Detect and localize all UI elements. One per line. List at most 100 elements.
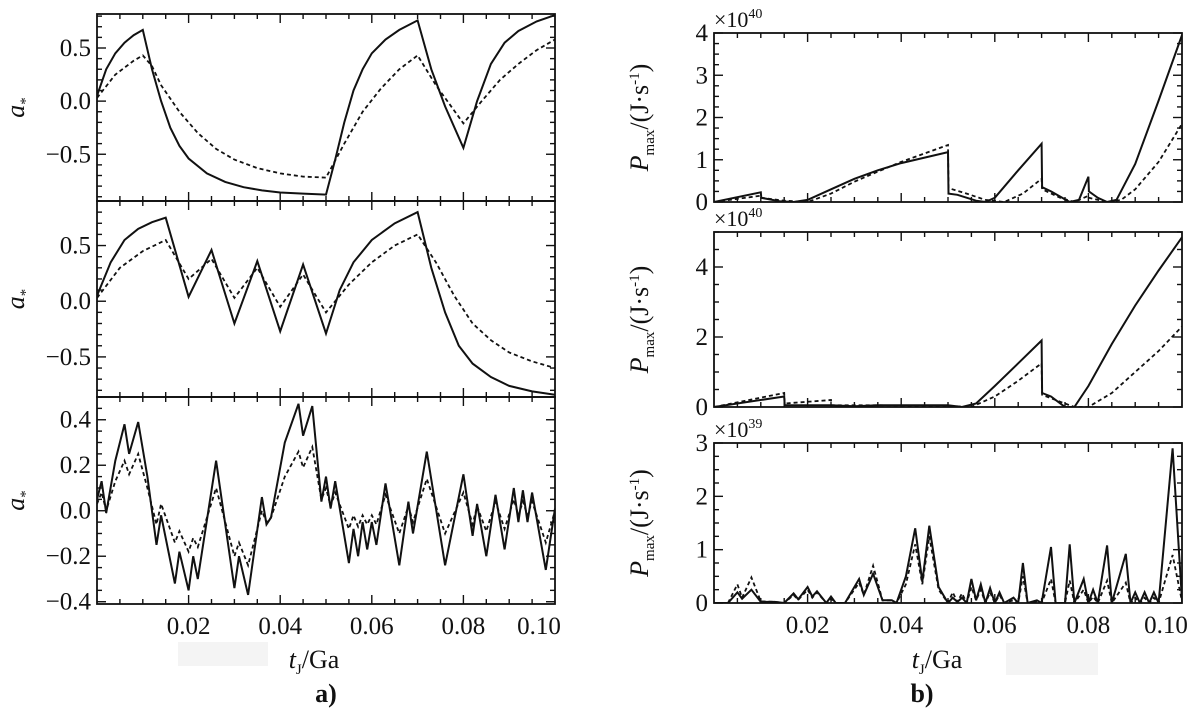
y-axis-multiplier: ×1040 xyxy=(714,206,762,231)
y-tick-label: −0.5 xyxy=(46,344,91,371)
y-axis-label: Pmax/(J·s-1) xyxy=(625,469,658,578)
y-axis-label-main: P xyxy=(625,561,654,578)
redaction-box-right xyxy=(1006,643,1098,675)
series-line-dashed xyxy=(714,536,1182,603)
panel-label-a: a) xyxy=(315,679,337,708)
panel-a3: 0.4 0.2 0.0 −0.2 −0.4 0.02 0.04 0.06 0.08 0.10 a* xyxy=(1,396,561,640)
y-axis-label-sub: * xyxy=(18,97,34,105)
panels: 0.50.0−0.5a*0.50.0−0.5a*0.40.20.0−0.2−0.… xyxy=(1,7,1188,640)
y-axis-label: Pmax/(J·s-1) xyxy=(625,266,658,375)
y-axis-label-sub: max xyxy=(642,129,658,155)
panel-b3: 3 2 1 0 0.02 0.04 0.06 0.08 0.10 Pmax/(J·s-1) ×103… xyxy=(625,417,1188,639)
y-axis-label-end: ) xyxy=(625,64,654,73)
x-tick-label: 0.10 xyxy=(1144,612,1188,639)
series-line-solid xyxy=(97,14,555,196)
y-tick-label: 2 xyxy=(696,324,709,351)
axes-frame xyxy=(96,13,556,202)
multiplier-exponent: 39 xyxy=(748,417,762,432)
series-line-solid xyxy=(714,236,1182,407)
xlabel-right: tJ/Ga xyxy=(912,645,963,678)
x-tick-label: 0.02 xyxy=(786,612,830,639)
xlabel-main: t xyxy=(289,645,297,674)
y-tick-label: 2 xyxy=(696,105,709,132)
y-axis-multiplier: ×1039 xyxy=(714,417,762,442)
series-line-solid xyxy=(97,403,555,596)
axes-frame xyxy=(713,231,1183,408)
xlabel-sub: J xyxy=(296,662,302,678)
series-line-dashed xyxy=(714,325,1182,407)
y-axis-label-sup: -1 xyxy=(627,478,643,491)
axes-frame xyxy=(713,442,1183,604)
series-line-dashed xyxy=(97,443,555,569)
y-tick-label: 0 xyxy=(696,590,709,617)
y-axis-label-rest: /(J·s xyxy=(625,85,654,130)
y-axis-label-sup: -1 xyxy=(627,274,643,287)
x-tick-label: 0.06 xyxy=(973,612,1017,639)
y-tick-label: 0.4 xyxy=(60,407,92,434)
multiplier-exponent: 40 xyxy=(748,7,762,22)
y-axis-label: Pmax/(J·s-1) xyxy=(625,64,658,173)
y-tick-label: 0 xyxy=(696,189,709,216)
y-tick-label: 4 xyxy=(696,20,709,47)
xlabel-left: tJ/Ga xyxy=(289,645,340,678)
y-tick-label: 1 xyxy=(696,147,709,174)
y-tick-label: 0.0 xyxy=(60,288,91,315)
multiplier-exponent: 40 xyxy=(748,206,762,221)
y-axis-label: a* xyxy=(1,289,34,310)
y-tick-label: 0.2 xyxy=(60,452,91,479)
y-tick-label: 0 xyxy=(696,394,709,421)
series-line-solid xyxy=(714,448,1182,603)
y-axis-label-sub: * xyxy=(18,490,34,498)
x-tick-label: 0.02 xyxy=(167,613,211,640)
series-line-dashed xyxy=(97,38,555,179)
y-axis-label-end: ) xyxy=(625,266,654,275)
multiplier-base: ×10 xyxy=(714,206,748,231)
axes-frame xyxy=(96,396,556,605)
panel-a1: 0.5 0.0 −0.5 a* xyxy=(1,13,556,202)
panel-b2: 4 2 0 Pmax/(J·s-1) ×1040 xyxy=(625,206,1183,421)
x-tick-label: 0.08 xyxy=(1067,612,1111,639)
multiplier-base: ×10 xyxy=(714,7,748,32)
y-axis-label-sub: max xyxy=(642,331,658,357)
y-axis-label-main: a xyxy=(1,296,30,309)
series-line-dashed xyxy=(714,123,1182,202)
panel-b1: 4 3 2 1 0 Pmax/(J·s-1) ×1040 xyxy=(625,7,1183,216)
y-tick-label: 4 xyxy=(696,254,709,281)
y-tick-label: 3 xyxy=(696,430,709,457)
x-tick-label: 0.08 xyxy=(442,613,486,640)
series-line-dashed xyxy=(97,233,555,369)
y-tick-label: 0.5 xyxy=(60,35,91,62)
x-tick-label: 0.04 xyxy=(258,613,302,640)
x-tick-label: 0.10 xyxy=(517,613,561,640)
xlabel-rest: /Ga xyxy=(925,645,963,674)
y-axis-label-main: a xyxy=(1,498,30,511)
x-tick-label: 0.06 xyxy=(350,613,394,640)
y-axis-label-main: P xyxy=(625,357,654,374)
y-axis-label-main: P xyxy=(625,155,654,172)
y-tick-label: −0.5 xyxy=(46,141,91,168)
y-axis-label-main: a xyxy=(1,105,30,118)
y-axis-label-sub: max xyxy=(642,535,658,561)
y-tick-label: −0.4 xyxy=(46,589,92,616)
y-tick-label: 0.0 xyxy=(60,88,91,115)
panel-label-b: b) xyxy=(910,679,933,708)
xlabel-rest: /Ga xyxy=(302,645,340,674)
y-axis-label-sup: -1 xyxy=(627,72,643,85)
y-axis-label-end: ) xyxy=(625,469,654,478)
y-axis-label-rest: /(J·s xyxy=(625,287,654,332)
y-axis-label-rest: /(J·s xyxy=(625,490,654,535)
y-tick-label: −0.2 xyxy=(46,543,91,570)
axes-frame xyxy=(713,32,1183,203)
xlabel-sub: J xyxy=(919,662,925,678)
redaction-box-left xyxy=(178,642,268,666)
y-tick-label: 0.5 xyxy=(60,233,91,260)
y-axis-label-sub: * xyxy=(18,289,34,297)
series-line-solid xyxy=(97,210,555,396)
y-tick-label: 1 xyxy=(696,537,709,564)
xlabel-main: t xyxy=(912,645,920,674)
y-tick-label: 2 xyxy=(696,483,709,510)
multiplier-base: ×10 xyxy=(714,417,748,442)
y-axis-multiplier: ×1040 xyxy=(714,7,762,32)
panel-a2: 0.5 0.0 −0.5 a* xyxy=(1,200,556,398)
